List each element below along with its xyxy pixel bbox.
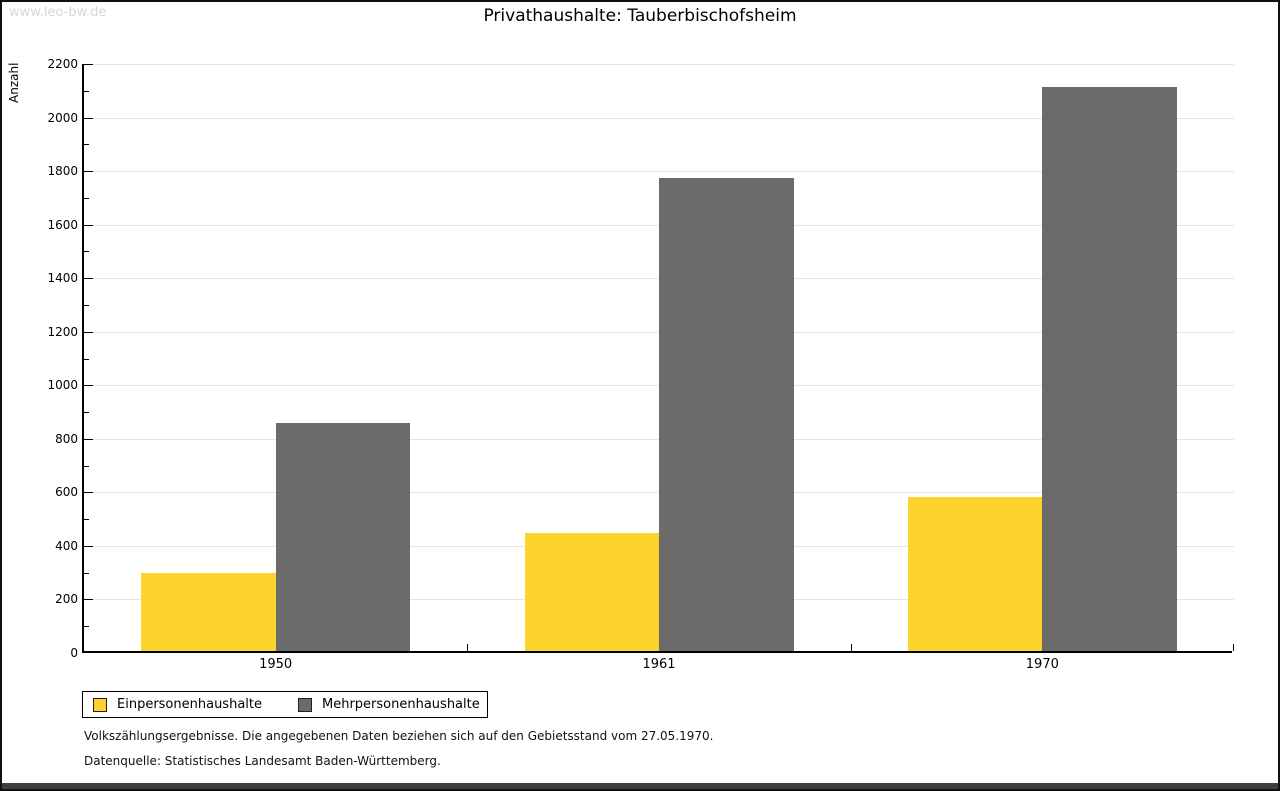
legend-label: Mehrpersonenhaushalte <box>322 697 480 712</box>
y-tick-label: 400 <box>55 538 78 553</box>
window-bottom-edge <box>2 783 1278 789</box>
y-tick-label: 2200 <box>47 57 78 71</box>
y-minor-tick-mark <box>84 412 89 414</box>
y-major-tick-mark <box>84 438 93 440</box>
y-major-tick-mark <box>84 599 93 601</box>
y-tick-label: 1000 <box>47 378 78 393</box>
legend: Einpersonenhaushalte Mehrpersonenhaushalt… <box>82 691 488 718</box>
y-gridline <box>84 171 1234 173</box>
y-major-tick-mark <box>84 545 93 547</box>
y-tick-label: 1800 <box>47 164 78 179</box>
y-minor-tick-mark <box>84 251 89 253</box>
x-tick-label: 1961 <box>642 657 676 672</box>
x-axis-end-tick-mark <box>1233 644 1234 651</box>
bar-mehrpersonenhaushalte-1961 <box>659 178 794 651</box>
y-minor-tick-mark <box>84 465 89 467</box>
y-minor-tick-mark <box>84 144 89 146</box>
y-major-tick-mark <box>84 171 93 173</box>
y-major-tick-mark <box>84 278 93 280</box>
y-major-tick-mark <box>84 385 93 387</box>
legend-label: Einpersonenhaushalte <box>117 697 262 712</box>
y-tick-label: 0 <box>70 646 78 660</box>
chart-title: Privathaushalte: Tauberbischofsheim <box>483 6 797 26</box>
y-gridline <box>84 117 1234 119</box>
legend-item-mehrpersonenhaushalte: Mehrpersonenhaushalte <box>298 697 480 712</box>
footnote-source-note: Volkszählungsergebnisse. Die angegebenen… <box>84 729 714 743</box>
x-tick-mark <box>467 644 469 651</box>
bar-einpersonenhaushalte-1961 <box>524 533 659 651</box>
watermark: www.leo-bw.de <box>9 5 107 20</box>
x-tick-mark <box>850 644 852 651</box>
y-tick-label: 800 <box>55 431 78 446</box>
legend-swatch-icon <box>298 697 312 712</box>
bar-einpersonenhaushalte-1950 <box>141 573 276 651</box>
x-tick-label: 1950 <box>259 657 293 672</box>
y-major-tick-mark <box>84 492 93 494</box>
y-major-tick-mark <box>84 64 93 65</box>
y-tick-label: 1400 <box>47 271 78 286</box>
legend-item-einpersonenhaushalte: Einpersonenhaushalte <box>93 697 262 712</box>
x-tick-label: 1970 <box>1025 657 1059 672</box>
y-major-tick-mark <box>84 117 93 119</box>
y-tick-label: 1600 <box>47 217 78 232</box>
bar-mehrpersonenhaushalte-1970 <box>1042 87 1177 651</box>
plot-area <box>82 64 1234 653</box>
y-minor-tick-mark <box>84 626 89 628</box>
y-gridline <box>84 64 1234 65</box>
bar-einpersonenhaushalte-1970 <box>907 497 1043 651</box>
y-major-tick-mark <box>84 224 93 226</box>
y-tick-label: 200 <box>55 592 78 607</box>
y-minor-tick-mark <box>84 197 89 199</box>
y-minor-tick-mark <box>84 519 89 521</box>
y-tick-label: 600 <box>55 485 78 500</box>
y-tick-label: 1200 <box>47 324 78 339</box>
y-tick-label: 2000 <box>47 110 78 125</box>
y-major-tick-mark <box>84 331 93 333</box>
legend-swatch-icon <box>93 697 107 712</box>
y-minor-tick-mark <box>84 572 89 574</box>
footnote-data-source: Datenquelle: Statistisches Landesamt Bad… <box>84 754 441 768</box>
y-minor-tick-mark <box>84 304 89 306</box>
bar-mehrpersonenhaushalte-1950 <box>275 423 411 651</box>
y-minor-tick-mark <box>84 90 89 92</box>
y-minor-tick-mark <box>84 358 89 360</box>
